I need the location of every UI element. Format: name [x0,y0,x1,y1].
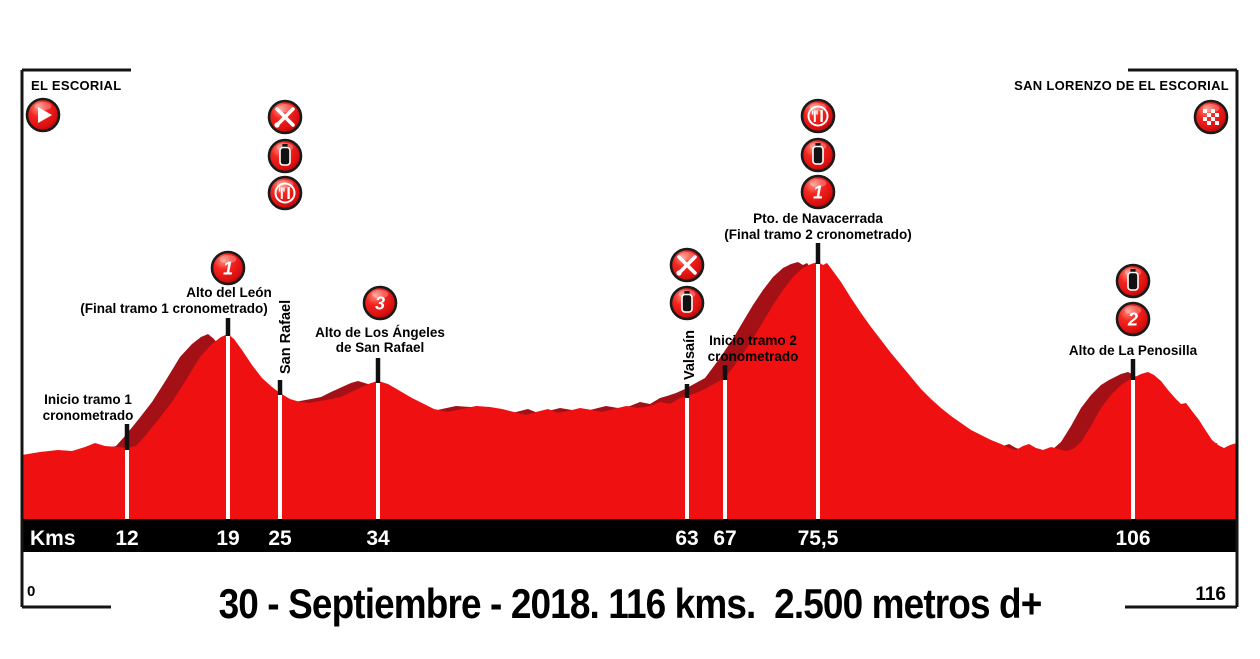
scale-start-label: 0 [27,583,36,600]
marker-label-67-l1: Inicio tramo 2 [709,333,797,348]
marker-label-12-l2: cronometrado [43,408,134,423]
km-number-63: 63 [675,527,698,550]
category-1-icon: 1 [210,250,246,286]
marker-label-75,5-l1: Pto. de Navacerrada [753,211,883,226]
tools-icon [267,99,303,135]
svg-text:2: 2 [1127,310,1138,330]
svg-text:1: 1 [813,183,823,203]
start-icon [25,97,61,133]
tools-icon [669,247,705,283]
race-caption: 30 - Septiembre - 2018. 116 kms. 2.500 m… [218,580,1043,627]
finish-town-label: SAN LORENZO DE EL ESCORIAL [1014,78,1229,93]
scale-end-label: 116 [1195,584,1226,605]
marker-label-34-l2: de San Rafael [336,340,425,355]
marker-label-19-l1: Alto del León [186,285,272,300]
bottle-icon [669,285,705,321]
marker-label-19-l2: (Final tramo 1 cronometrado) [80,301,268,316]
category-2-icon: 2 [1115,301,1151,337]
km-number-34: 34 [366,527,390,550]
km-axis-title: Kms [30,527,76,550]
food-icon [267,175,303,211]
marker-label-34-l1: Alto de Los Ángeles [315,325,445,340]
km-number-19: 19 [216,527,239,550]
km-number-25: 25 [268,527,292,550]
svg-text:1: 1 [223,259,233,279]
bottle-icon [800,137,836,173]
profile-area [22,262,1237,521]
km-number-75,5: 75,5 [798,527,839,550]
marker-label-25: San Rafael [278,300,294,374]
km-number-67: 67 [713,527,736,550]
bottle-icon [1115,263,1151,299]
category-3-icon: 3 [362,285,398,321]
marker-label-12-l1: Inicio tramo 1 [44,392,132,407]
marker-label-106-l1: Alto de La Penosilla [1069,343,1198,358]
category-1-icon: 1 [800,174,836,210]
marker-label-63: Valsaín [682,330,698,380]
svg-text:3: 3 [375,294,385,314]
marker-label-67-l2: cronometrado [708,349,799,364]
finish-icon [1193,99,1229,135]
km-axis-bar [21,519,1238,552]
km-number-106: 106 [1115,527,1150,550]
km-number-12: 12 [115,527,138,550]
bottle-icon [267,138,303,174]
marker-label-75,5-l2: (Final tramo 2 cronometrado) [724,227,912,242]
food-icon [800,98,836,134]
start-town-label: EL ESCORIAL [31,78,122,93]
